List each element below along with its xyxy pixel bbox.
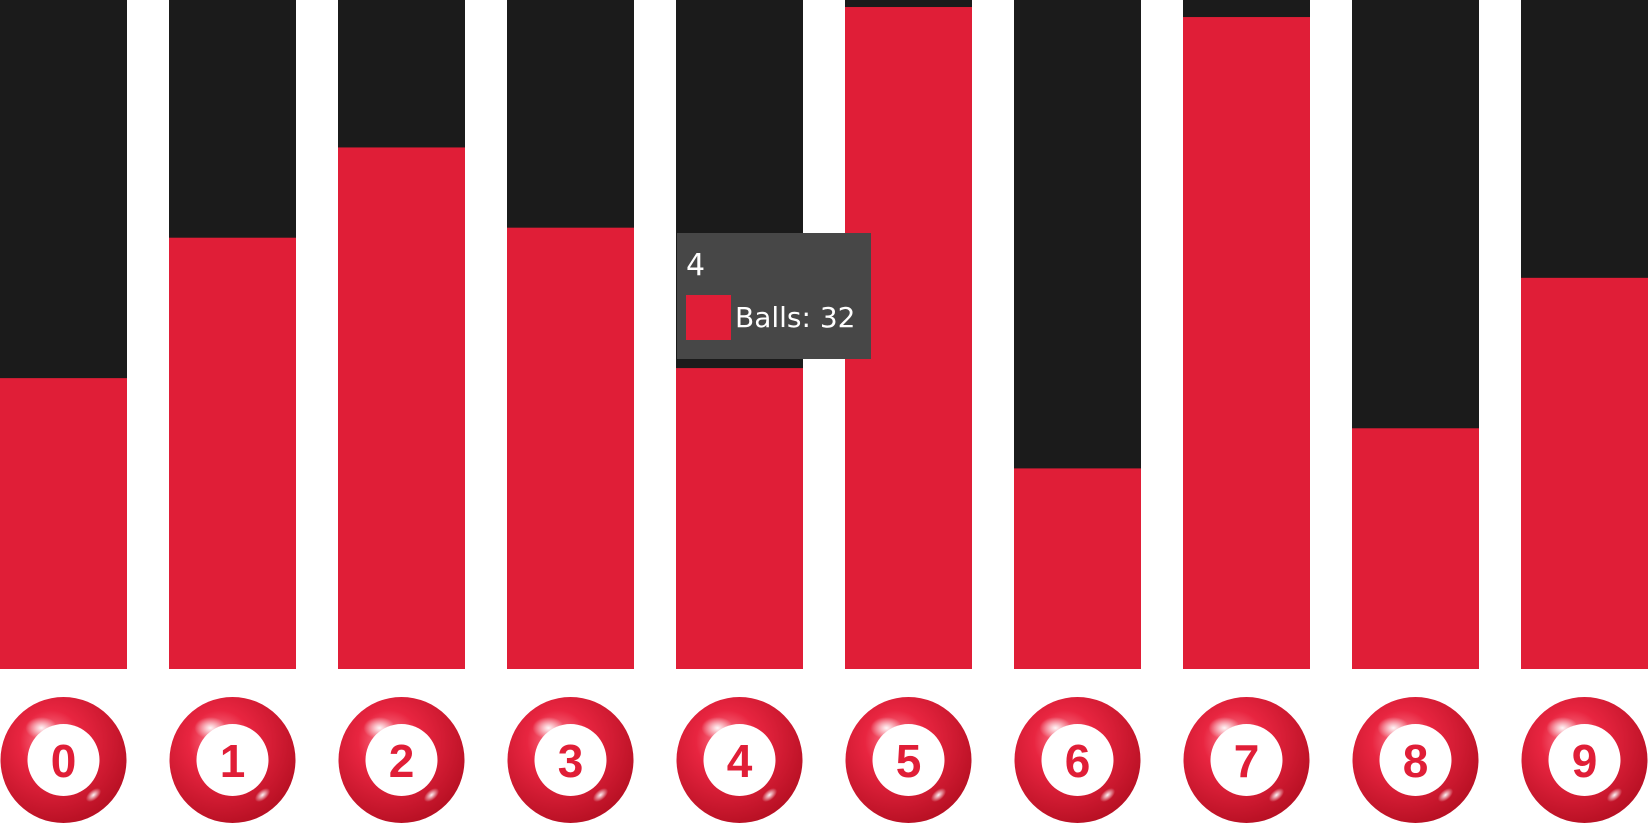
tooltip-color-swatch (686, 295, 731, 340)
bar-2[interactable] (338, 147, 465, 669)
category-label-7: 7 (1234, 735, 1260, 787)
tooltip-label: Balls: 32 (735, 301, 856, 334)
ball-icon-3 (507, 697, 634, 823)
category-label-9: 9 (1572, 735, 1598, 787)
bar-4[interactable] (676, 368, 803, 669)
chart-tooltip: 4 Balls: 32 (677, 233, 871, 359)
ball-icon-8 (1352, 697, 1479, 823)
tooltip-row: Balls: 32 (686, 295, 871, 340)
bar-6[interactable] (1014, 468, 1141, 669)
category-label-6: 6 (1065, 735, 1091, 787)
ball-icon-5 (845, 697, 972, 823)
category-label-1: 1 (220, 735, 246, 787)
ball-icon-1 (169, 697, 296, 823)
bar-7[interactable] (1183, 17, 1310, 670)
ball-icon-7 (1183, 697, 1310, 823)
category-label-8: 8 (1403, 735, 1429, 787)
bar-8[interactable] (1352, 428, 1479, 669)
ball-icon-4 (676, 697, 803, 823)
category-label-5: 5 (896, 735, 922, 787)
ball-icon-2 (338, 697, 465, 823)
category-label-3: 3 (558, 735, 584, 787)
bar-0[interactable] (0, 378, 127, 669)
ball-icon-0 (0, 697, 127, 823)
bar-3[interactable] (507, 227, 634, 669)
bar-9[interactable] (1521, 277, 1648, 669)
ball-icon-9 (1521, 697, 1648, 823)
tooltip-title: 4 (686, 248, 706, 283)
ball-icon-6 (1014, 697, 1141, 823)
category-label-0: 0 (51, 735, 77, 787)
category-label-2: 2 (389, 735, 415, 787)
bar-1[interactable] (169, 237, 296, 670)
category-label-4: 4 (727, 735, 753, 787)
